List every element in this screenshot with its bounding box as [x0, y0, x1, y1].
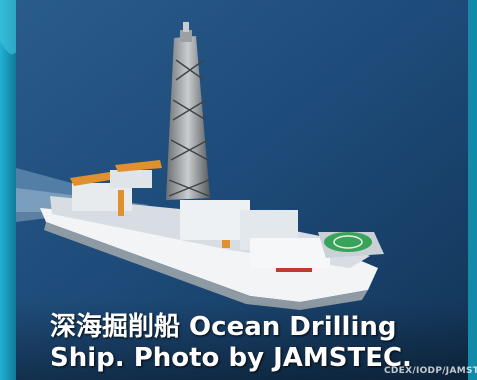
derrick-lattice	[168, 59, 210, 197]
ship-hull	[40, 208, 378, 302]
right-border	[468, 0, 477, 380]
caption-shade	[16, 300, 468, 380]
orange-crane-1	[70, 172, 110, 186]
helipad-ring	[333, 235, 363, 249]
orange-crane-2	[115, 160, 162, 172]
derrick-tip	[183, 22, 189, 32]
bridge-block	[250, 238, 330, 268]
left-border-wave	[0, 0, 16, 55]
deck-structure-3	[180, 200, 250, 240]
caption-line-2: Ship. Photo by JAMSTEC.	[50, 343, 412, 373]
photo-caption: 深海掘削船 Ocean Drilling Ship. Photo by JAMS…	[50, 312, 470, 374]
photo-watermark: CDEX/IODP/JAMSTEC	[384, 366, 477, 376]
caption-line-1: 深海掘削船 Ocean Drilling	[50, 312, 397, 342]
left-border	[0, 0, 16, 380]
drilling-derrick	[166, 22, 210, 200]
deck-structure-2	[110, 170, 152, 188]
helipad	[324, 232, 372, 252]
orange-pillar-1	[118, 190, 124, 216]
derrick-top	[180, 30, 192, 42]
